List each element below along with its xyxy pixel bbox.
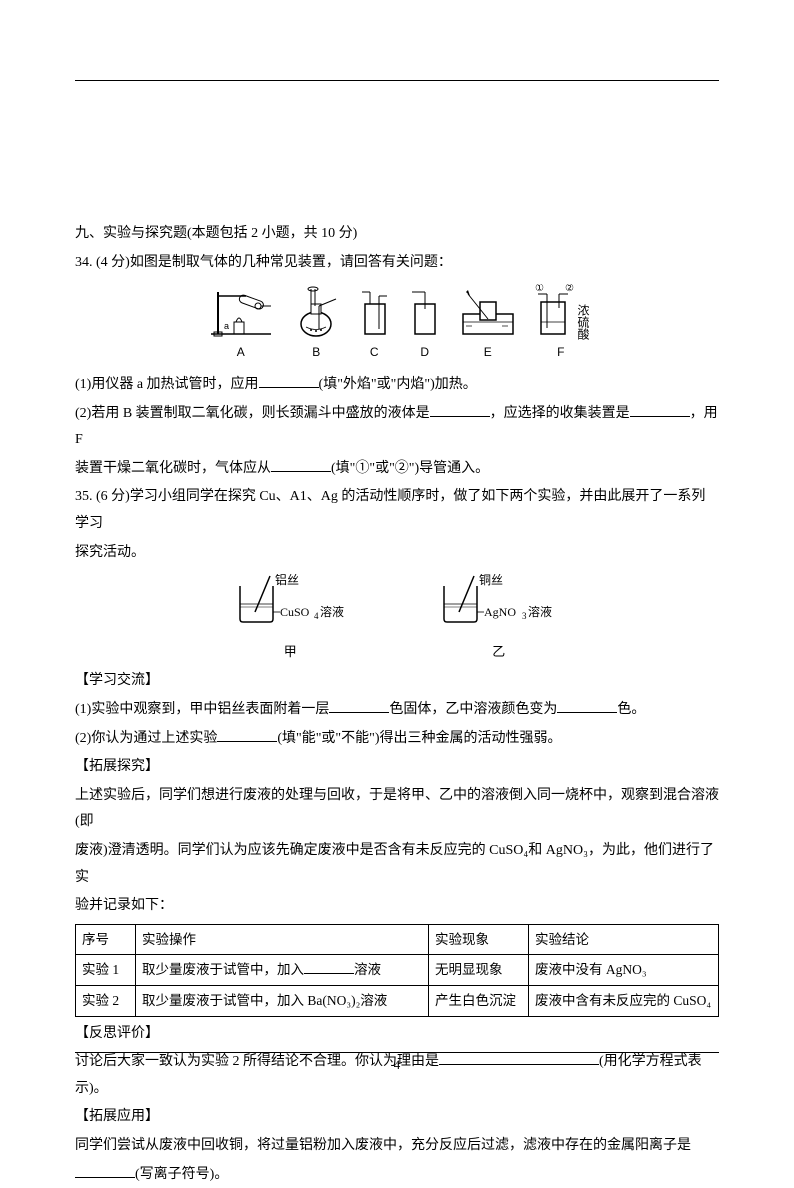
q34-part1-pre: (1)用仪器 a 加热试管时，应用 xyxy=(75,377,259,392)
q35-p2-pre: (2)你认为通过上述实验 xyxy=(75,731,217,746)
q35-p2-post: (填"能"或"不能")得出三种金属的活动性强弱。 xyxy=(277,731,561,746)
apparatus-e: E xyxy=(458,284,518,364)
q35-p1-post: 色。 xyxy=(617,702,645,717)
q35-part1: (1)实验中观察到，甲中铝丝表面附着一层 色固体，乙中溶液颜色变为 色。 xyxy=(75,697,719,724)
f-label-acid: 浓硫酸 xyxy=(571,304,594,340)
apparatus-d: D xyxy=(407,284,442,364)
svg-text:铜丝: 铜丝 xyxy=(479,574,503,587)
apparatus-b: B xyxy=(291,284,341,364)
q35-expand-line1: 上述实验后，同学们想进行废液的处理与回收，于是将甲、乙中的溶液倒入同一烧杯中，观… xyxy=(75,783,719,836)
table-row: 实验 1 取少量废液于试管中，加入溶液 无明显现象 废液中没有 AgNO₃ xyxy=(76,955,719,986)
th-conc: 实验结论 xyxy=(529,924,719,955)
cell: 无明显现象 xyxy=(429,955,529,986)
q35-p1-pre: (1)实验中观察到，甲中铝丝表面附着一层 xyxy=(75,702,329,717)
cell: 废液中含有未反应完的 CuSO₄ xyxy=(529,986,719,1017)
apparatus-c-label: C xyxy=(357,341,392,364)
q35-apply-line1: 同学们尝试从废液中回收铜，将过量铝粉加入废液中，充分反应后过滤，滤液中存在的金属… xyxy=(75,1133,719,1160)
q34-p2-mid: ，应选择的收集装置是 xyxy=(490,406,630,421)
q35-stem-line2: 探究活动。 xyxy=(75,540,719,567)
q34-part2-line2: 装置干燥二氧化碳时，气体应从 (填"①"或"②")导管通入。 xyxy=(75,456,719,483)
svg-text:①: ① xyxy=(535,284,544,294)
page-number: 4 xyxy=(0,1053,794,1078)
blank xyxy=(430,403,490,417)
apparatus-f-label: F xyxy=(533,341,588,364)
beaker-yi-label: 乙 xyxy=(434,640,564,665)
q34-p2l2-pre: 装置干燥二氧化碳时，气体应从 xyxy=(75,461,271,476)
blank xyxy=(75,1164,135,1178)
th-phen: 实验现象 xyxy=(429,924,529,955)
q35-tag-apply: 【拓展应用】 xyxy=(75,1104,719,1131)
table-header-row: 序号 实验操作 实验现象 实验结论 xyxy=(76,924,719,955)
table-row: 实验 2 取少量废液于试管中，加入 Ba(NO₃)₂溶液 产生白色沉淀 废液中含… xyxy=(76,986,719,1017)
q35-p1-mid: 色固体，乙中溶液颜色变为 xyxy=(389,702,557,717)
th-seq: 序号 xyxy=(76,924,136,955)
apparatus-f: ① ② 浓硫酸 F xyxy=(533,284,588,364)
blank xyxy=(217,728,277,742)
cell: 产生白色沉淀 xyxy=(429,986,529,1017)
cell: 实验 1 xyxy=(76,955,136,986)
svg-text:a: a xyxy=(224,321,229,331)
q35-expand-line2: 废液)澄清透明。同学们认为应该先确定废液中是否含有未反应完的 CuSO₄和 Ag… xyxy=(75,838,719,891)
q34-part1-post: (填"外焰"或"内焰")加热。 xyxy=(319,377,477,392)
svg-text:②: ② xyxy=(565,284,574,294)
wire-label: 铝丝 xyxy=(275,574,299,587)
svg-text:溶液: 溶液 xyxy=(528,604,552,619)
beaker-yi: 铜丝 AgNO 3溶液 乙 xyxy=(434,574,564,664)
blank xyxy=(630,403,690,417)
svg-text:AgNO: AgNO xyxy=(484,605,516,619)
q35-apply-line2: (写离子符号)。 xyxy=(75,1162,719,1188)
q35-apply-post: (写离子符号)。 xyxy=(135,1167,228,1182)
svg-text:4: 4 xyxy=(314,611,319,621)
beaker-jia: 铝丝 CuSO 4溶液 甲 xyxy=(230,574,350,664)
section-title: 九、实验与探究题(本题包括 2 小题，共 10 分) xyxy=(75,221,719,248)
beaker-jia-label: 甲 xyxy=(230,640,350,665)
svg-text:溶液: 溶液 xyxy=(320,604,344,619)
q35-tag-exchange: 【学习交流】 xyxy=(75,668,719,695)
svg-text:3: 3 xyxy=(522,611,527,621)
apparatus-c: C xyxy=(357,284,392,364)
q34-part2-line1: (2)若用 B 装置制取二氧化碳，则长颈漏斗中盛放的液体是，应选择的收集装置是，… xyxy=(75,401,719,454)
q34-apparatus-diagram: a A B C xyxy=(75,284,719,364)
cell: 实验 2 xyxy=(76,986,136,1017)
th-op: 实验操作 xyxy=(136,924,429,955)
apparatus-b-label: B xyxy=(291,341,341,364)
q35-expand-line3: 验并记录如下： xyxy=(75,893,719,920)
q35-tag-reflect: 【反思评价】 xyxy=(75,1021,719,1048)
apparatus-e-label: E xyxy=(458,341,518,364)
top-rule xyxy=(75,80,719,81)
q35-part2: (2)你认为通过上述实验 (填"能"或"不能")得出三种金属的活动性强弱。 xyxy=(75,726,719,753)
q35-stem-line1: 35. (6 分)学习小组同学在探究 Cu、A1、Ag 的活动性顺序时，做了如下… xyxy=(75,484,719,537)
q34-part1: (1)用仪器 a 加热试管时，应用 (填"外焰"或"内焰")加热。 xyxy=(75,372,719,399)
q35-beaker-diagram: 铝丝 CuSO4溶液 甲 铜丝 AgNO3溶液 乙 xyxy=(75,574,719,664)
blank xyxy=(329,699,389,713)
q34-p2l2-post: (填"①"或"②")导管通入。 xyxy=(331,461,489,476)
cell: 取少量废液于试管中，加入溶液 xyxy=(136,955,429,986)
q34-p2-pre: (2)若用 B 装置制取二氧化碳，则长颈漏斗中盛放的液体是 xyxy=(75,406,430,421)
blank xyxy=(304,961,354,975)
apparatus-a: a A xyxy=(206,284,276,364)
blank xyxy=(557,699,617,713)
apparatus-a-label: A xyxy=(206,341,276,364)
cell: 取少量废液于试管中，加入 Ba(NO₃)₂溶液 xyxy=(136,986,429,1017)
q34-stem: 34. (4 分)如图是制取气体的几种常见装置，请回答有关问题： xyxy=(75,250,719,277)
q35-tag-expand: 【拓展探究】 xyxy=(75,754,719,781)
blank xyxy=(259,374,319,388)
blank xyxy=(271,458,331,472)
svg-text:CuSO: CuSO xyxy=(280,605,310,619)
cell: 废液中没有 AgNO₃ xyxy=(529,955,719,986)
experiment-table: 序号 实验操作 实验现象 实验结论 实验 1 取少量废液于试管中，加入溶液 无明… xyxy=(75,924,719,1017)
apparatus-d-label: D xyxy=(407,341,442,364)
